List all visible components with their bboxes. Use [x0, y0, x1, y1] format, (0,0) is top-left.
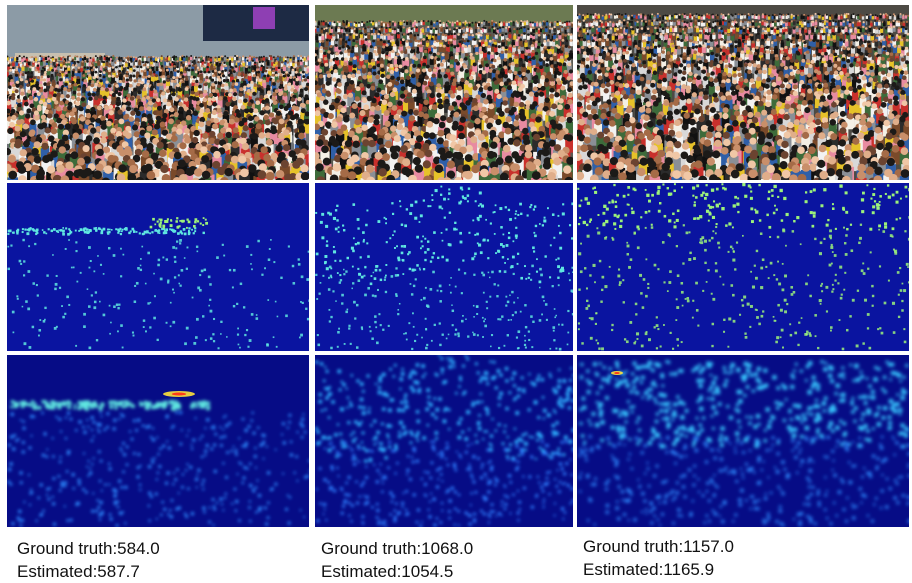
estimated-map-1 — [7, 355, 309, 527]
ground-truth-map-1 — [7, 183, 309, 351]
caption-2: Ground truth:1068.0 Estimated:1054.5 — [321, 537, 473, 583]
ground-truth-map-1-image — [7, 183, 309, 351]
estimated-label-1: Estimated:587.7 — [17, 560, 160, 583]
ground-truth-map-3-image — [577, 183, 909, 351]
ground-truth-map-2 — [315, 183, 573, 351]
ground-truth-label-1: Ground truth:584.0 — [17, 537, 160, 560]
estimated-label-2: Estimated:1054.5 — [321, 560, 473, 583]
estimated-map-2-image — [315, 355, 573, 527]
crowd-photo-2 — [315, 5, 573, 180]
ground-truth-map-3 — [577, 183, 909, 351]
ground-truth-label-2: Ground truth:1068.0 — [321, 537, 473, 560]
crowd-photo-3 — [577, 5, 909, 180]
crowd-photo-1-image — [7, 5, 309, 180]
caption-1: Ground truth:584.0 Estimated:587.7 — [17, 537, 160, 583]
estimated-map-2 — [315, 355, 573, 527]
estimated-map-1-image — [7, 355, 309, 527]
caption-3: Ground truth:1157.0 Estimated:1165.9 — [583, 535, 734, 581]
crowd-photo-1 — [7, 5, 309, 180]
ground-truth-label-3: Ground truth:1157.0 — [583, 535, 734, 558]
ground-truth-map-2-image — [315, 183, 573, 351]
crowd-photo-2-image — [315, 5, 573, 180]
estimated-label-3: Estimated:1165.9 — [583, 558, 734, 581]
crowd-photo-3-image — [577, 5, 909, 180]
estimated-map-3 — [577, 355, 909, 527]
estimated-map-3-image — [577, 355, 909, 527]
